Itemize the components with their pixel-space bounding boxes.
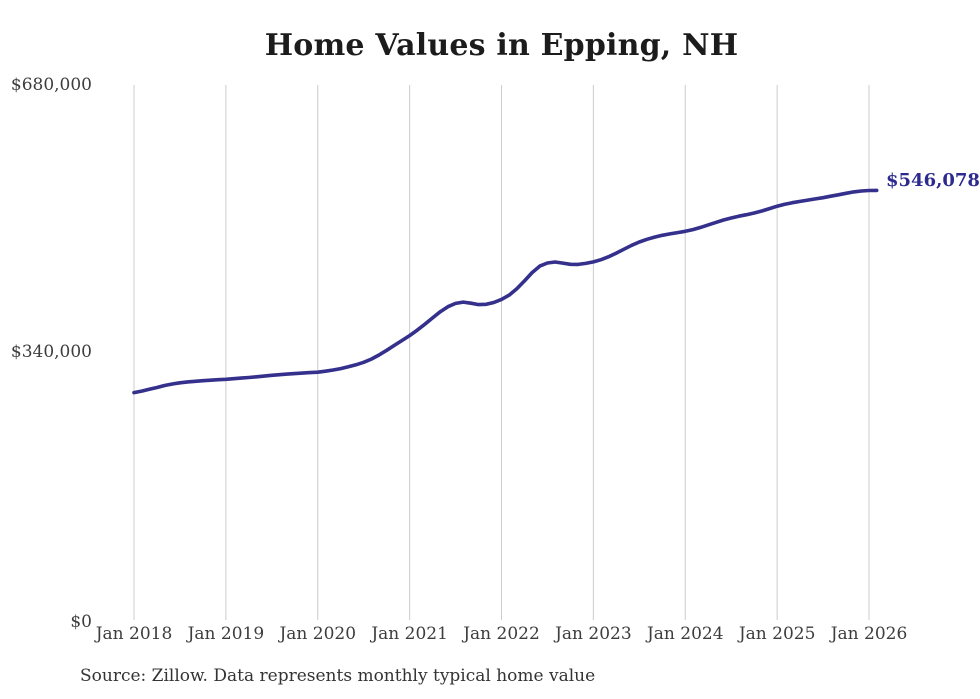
x-tick-label-jan-2019: Jan 2019 (187, 624, 265, 644)
x-tick-label-jan-2023: Jan 2023 (555, 624, 632, 644)
x-tick-label-jan-2021: Jan 2021 (371, 624, 448, 644)
y-tick-label-340000: $340,000 (10, 342, 92, 362)
source-note: Source: Zillow. Data represents monthly … (80, 666, 596, 686)
home-value-series-line (132, 188, 879, 395)
x-tick-label-jan-2018: Jan 2018 (95, 624, 173, 644)
x-tick-label-jan-2020: Jan 2020 (279, 624, 357, 644)
x-tick-label-jan-2025: Jan 2025 (738, 624, 816, 644)
x-tick-label-jan-2026: Jan 2026 (830, 624, 908, 644)
y-tick-label-680000: $680,000 (10, 75, 92, 95)
latest-value-label: $546,078 (886, 170, 980, 191)
x-tick-label-jan-2022: Jan 2022 (463, 624, 540, 644)
chart-title: Home Values in Epping, NH (264, 28, 739, 63)
y-tick-label-0: $0 (70, 612, 92, 632)
x-tick-label-jan-2024: Jan 2024 (646, 624, 724, 644)
